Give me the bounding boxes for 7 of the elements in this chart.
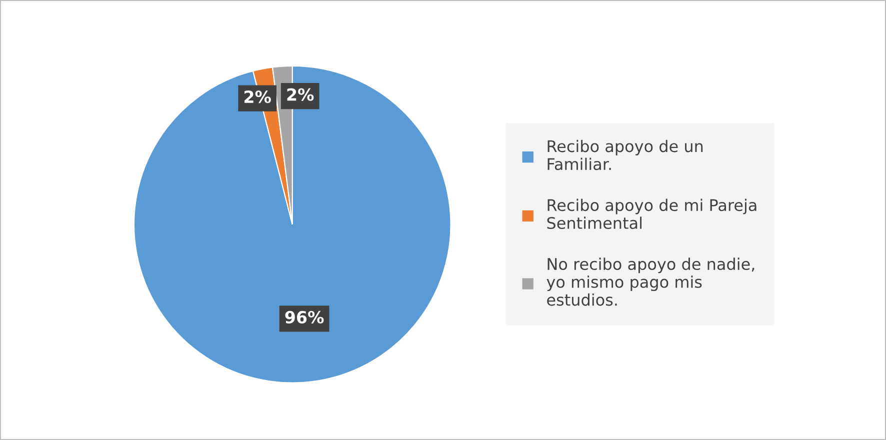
legend-label: Recibo apoyo de mi Pareja Sentimental	[547, 198, 756, 230]
data-label: 2%	[287, 88, 314, 101]
legend-label: Recibo apoyo de un Familiar.	[548, 140, 703, 170]
legend-label: No recibo apoyo de nadie, yo mismo pago mis estudios.	[546, 258, 754, 306]
data-label: 96%	[285, 310, 324, 324]
pie-slice	[133, 65, 452, 384]
data-label: 2%	[244, 90, 271, 104]
